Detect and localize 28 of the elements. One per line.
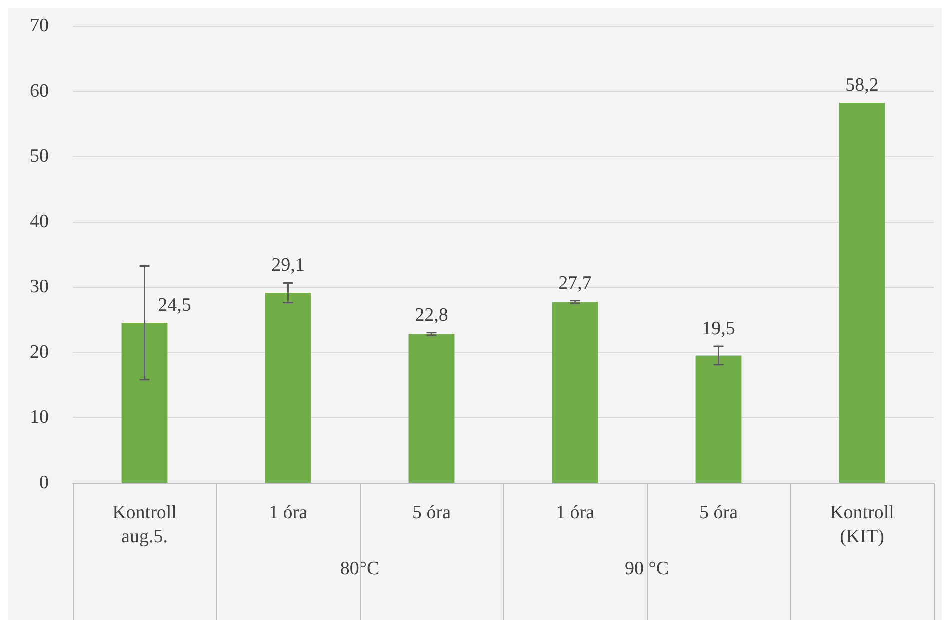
x-tick-label: 1 óra	[556, 502, 596, 524]
bar	[408, 334, 455, 483]
y-tick-label: 20	[30, 342, 49, 363]
bar	[839, 103, 886, 483]
data-label: 19,5	[702, 318, 736, 340]
x-tick-label: Kontroll aug.5.	[112, 502, 177, 548]
x-tick-label: Kontroll (KIT)	[830, 502, 894, 548]
y-tick-label: 40	[30, 211, 49, 232]
data-label: 27,7	[558, 272, 592, 294]
x-tick-label: 1 óra	[268, 502, 308, 524]
y-tick-label: 10	[30, 407, 49, 428]
text: 80°C	[340, 558, 380, 580]
bar	[552, 302, 598, 483]
bar	[265, 293, 312, 483]
data-label: 22,8	[415, 304, 448, 326]
text: 90 °C	[624, 558, 670, 580]
y-tick-label: 70	[30, 16, 49, 36]
x-tick-label: 5 óra	[412, 502, 452, 524]
y-tick-label: 30	[30, 276, 49, 298]
data-label: 24,5	[158, 295, 192, 316]
bar	[696, 356, 742, 483]
y-tick-label: 0	[40, 472, 49, 494]
y-tick-label: 60	[30, 80, 49, 102]
data-label: 58,2	[846, 75, 879, 96]
y-tick-label: 50	[30, 146, 49, 168]
data-label: 29,1	[272, 255, 305, 276]
bar	[122, 323, 168, 483]
x-tick-label: 5 óra	[699, 502, 739, 524]
